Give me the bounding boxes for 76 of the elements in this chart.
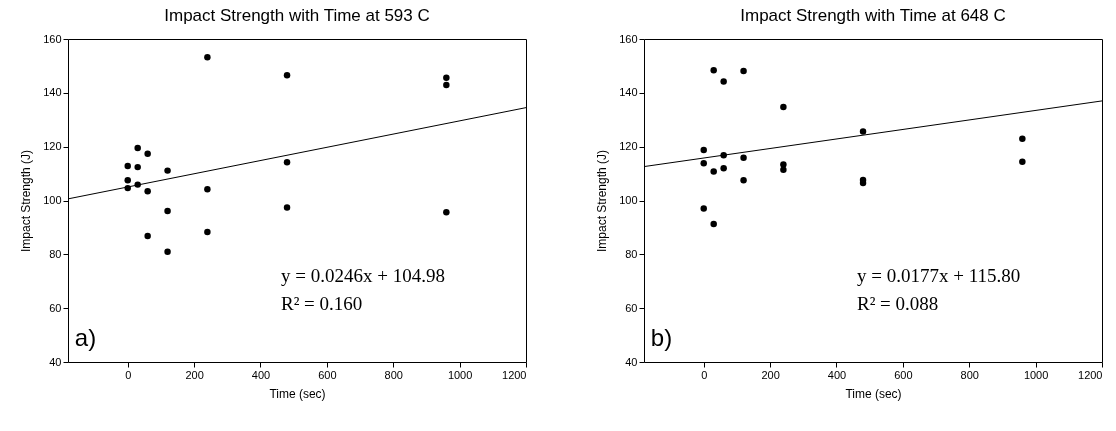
- y-tick-label: 140: [43, 86, 62, 99]
- point: [700, 160, 707, 167]
- point: [700, 205, 707, 212]
- point: [134, 163, 141, 171]
- x-axis-title: Time (sec): [845, 386, 902, 401]
- point: [124, 177, 131, 184]
- point: [710, 168, 717, 175]
- point: [720, 164, 727, 172]
- point: [144, 232, 151, 240]
- point: [124, 162, 131, 170]
- x-tick-label: 800: [960, 368, 979, 381]
- point: [164, 167, 171, 174]
- chart-title: Impact Strength with Time at 593 C: [164, 6, 430, 25]
- x-tick-label: 0: [125, 368, 132, 381]
- y-tick-label: 40: [625, 355, 638, 368]
- y-tick-label: 60: [49, 301, 62, 314]
- y-axis-title: Impact Strength (J): [19, 149, 34, 253]
- y-tick-label: 140: [619, 86, 638, 99]
- x-tick-label: 600: [894, 368, 913, 381]
- point: [720, 78, 727, 85]
- point: [204, 228, 211, 236]
- point: [780, 103, 787, 111]
- point: [283, 159, 291, 166]
- point: [204, 185, 211, 193]
- chart-title: Impact Strength with Time at 648 C: [740, 6, 1006, 25]
- annotation: a): [74, 324, 97, 352]
- point: [144, 150, 151, 157]
- x-axis-title: Time (sec): [269, 386, 326, 401]
- x-tick-label: 1200: [1078, 368, 1103, 381]
- x-tick-label: 600: [318, 368, 337, 381]
- y-tick-label: 120: [619, 140, 638, 153]
- y-axis-title: Impact Strength (J): [595, 149, 610, 253]
- y-tick-label: 60: [625, 301, 638, 314]
- y-tick-label: 160: [619, 32, 638, 45]
- x-tick-label: 200: [761, 368, 780, 381]
- point: [740, 154, 747, 161]
- point: [740, 67, 747, 75]
- point: [164, 248, 171, 255]
- x-tick-label: 400: [251, 368, 271, 381]
- point: [144, 188, 151, 195]
- point: [443, 81, 450, 89]
- annotation: R² = 0.088: [856, 292, 939, 314]
- point: [700, 146, 707, 154]
- y-tick-label: 80: [49, 247, 62, 260]
- x-tick-label: 1000: [447, 368, 473, 381]
- point: [859, 128, 867, 135]
- point: [164, 207, 171, 215]
- point: [710, 66, 717, 74]
- y-tick-label: 100: [43, 194, 62, 206]
- point: [1019, 158, 1026, 165]
- point: [780, 166, 787, 174]
- point: [443, 74, 450, 81]
- point: [710, 220, 717, 228]
- point: [780, 161, 787, 168]
- annotation: y = 0.0177x + 115.80: [856, 265, 1021, 287]
- y-tick-label: 160: [43, 32, 62, 45]
- x-tick-label: 200: [185, 368, 204, 381]
- point: [1019, 135, 1026, 143]
- x-tick-label: 1200: [502, 368, 527, 381]
- point: [204, 54, 211, 61]
- point: [134, 144, 141, 152]
- x-tick-label: 400: [827, 368, 847, 381]
- annotation: y = 0.0246x + 104.98: [280, 265, 445, 287]
- annotation: R² = 0.160: [280, 292, 363, 314]
- point: [283, 72, 291, 79]
- y-tick-label: 80: [625, 247, 638, 260]
- y-tick-label: 100: [619, 194, 638, 206]
- y-tick-label: 40: [49, 355, 62, 368]
- x-tick-label: 1000: [1023, 368, 1049, 381]
- point: [443, 209, 450, 216]
- point: [283, 204, 291, 211]
- point: [740, 177, 747, 184]
- x-tick-label: 0: [701, 368, 708, 381]
- x-tick-label: 800: [384, 368, 403, 381]
- annotation: b): [650, 324, 673, 352]
- y-tick-label: 120: [43, 140, 62, 153]
